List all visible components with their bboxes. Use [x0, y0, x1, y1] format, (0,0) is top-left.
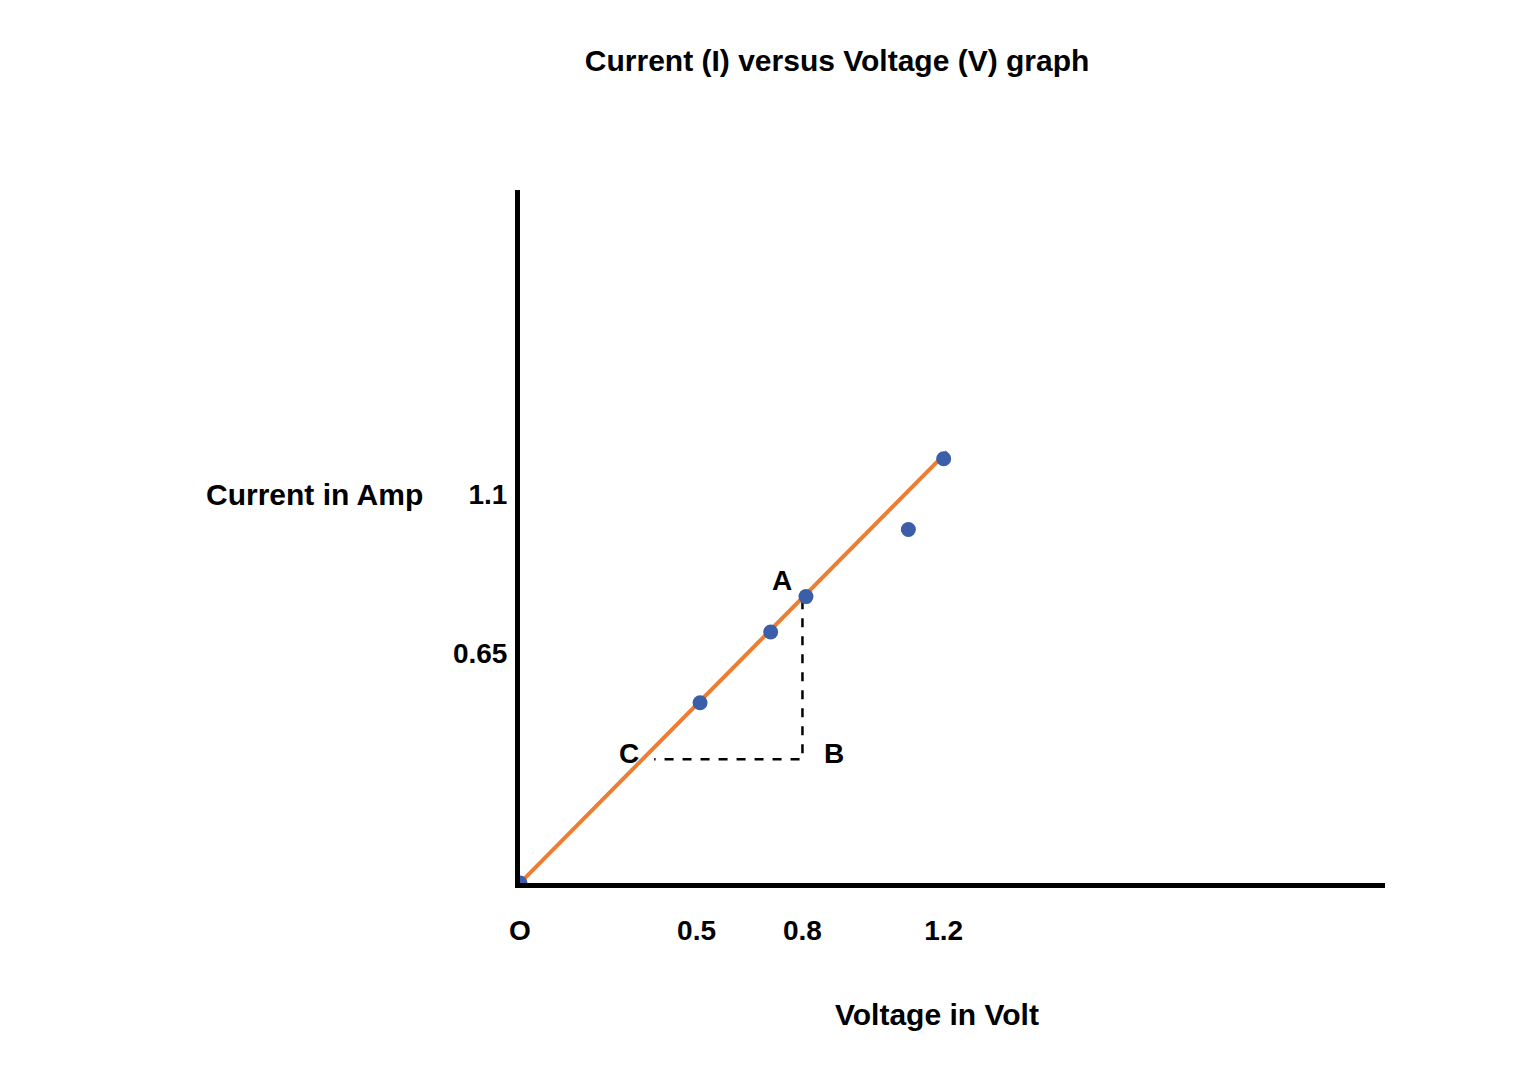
svg-text:Voltage in Volt: Voltage in Volt	[835, 998, 1039, 1031]
svg-text:0.8: 0.8	[783, 915, 822, 946]
svg-text:C: C	[619, 738, 639, 769]
svg-text:Current in Amp: Current in Amp	[206, 478, 423, 511]
svg-text:B: B	[824, 738, 844, 769]
svg-text:A: A	[772, 565, 792, 596]
svg-text:1.2: 1.2	[924, 915, 963, 946]
svg-text:O: O	[509, 915, 531, 946]
svg-text:1.1: 1.1	[468, 479, 507, 510]
svg-text:0.65: 0.65	[453, 638, 508, 669]
svg-text:Current (I) versus Voltage (V): Current (I) versus Voltage (V) graph	[585, 44, 1090, 77]
svg-text:0.5: 0.5	[677, 915, 716, 946]
